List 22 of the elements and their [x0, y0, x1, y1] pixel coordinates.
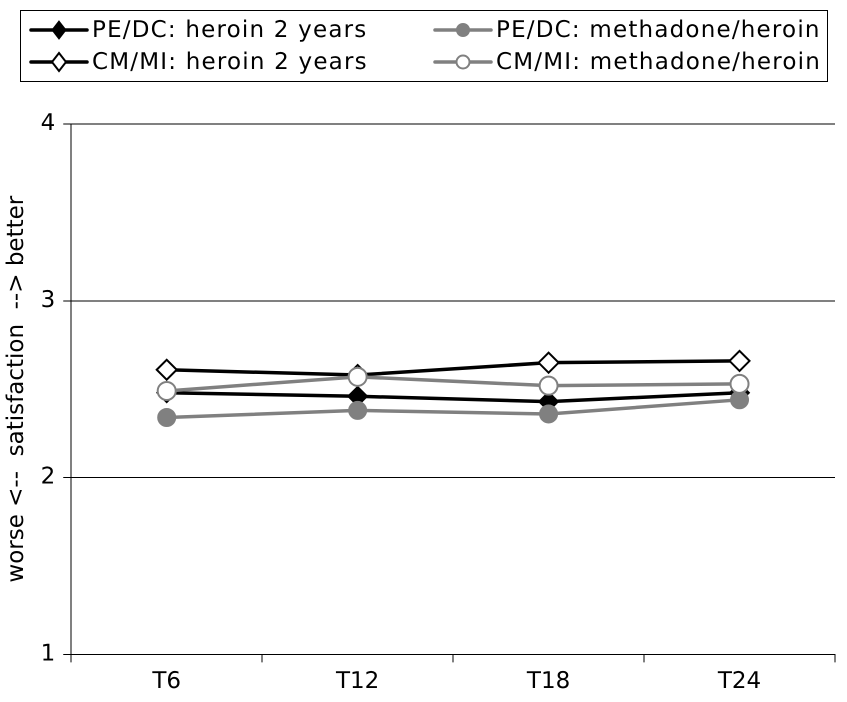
legend-label: PE/DC: heroin 2 years	[92, 16, 368, 45]
legend-label: CM/MI: heroin 2 years	[92, 48, 368, 77]
x-tick-label: T12	[334, 668, 380, 694]
x-tick-label: T6	[151, 668, 182, 694]
point	[156, 380, 177, 401]
legend-label: CM/MI: methadone/heroin	[496, 48, 822, 77]
point	[538, 376, 559, 396]
x-tick-label: T18	[526, 668, 570, 694]
y-tick-label: 2	[40, 464, 56, 490]
point	[156, 358, 178, 381]
y-tick-label: 3	[40, 286, 56, 313]
point	[538, 352, 560, 374]
legend-label: PE/DC: methadone/heroin	[496, 16, 821, 45]
y-tick-label: 4	[40, 110, 56, 136]
x-tick-label: T24	[716, 668, 762, 694]
point	[728, 350, 751, 372]
point	[348, 366, 368, 387]
point	[348, 400, 368, 420]
y-tick-label: 1	[40, 640, 56, 666]
point	[539, 404, 558, 424]
point	[157, 408, 176, 427]
y-axis-title: worse <-- satisfaction --> better	[2, 195, 29, 583]
